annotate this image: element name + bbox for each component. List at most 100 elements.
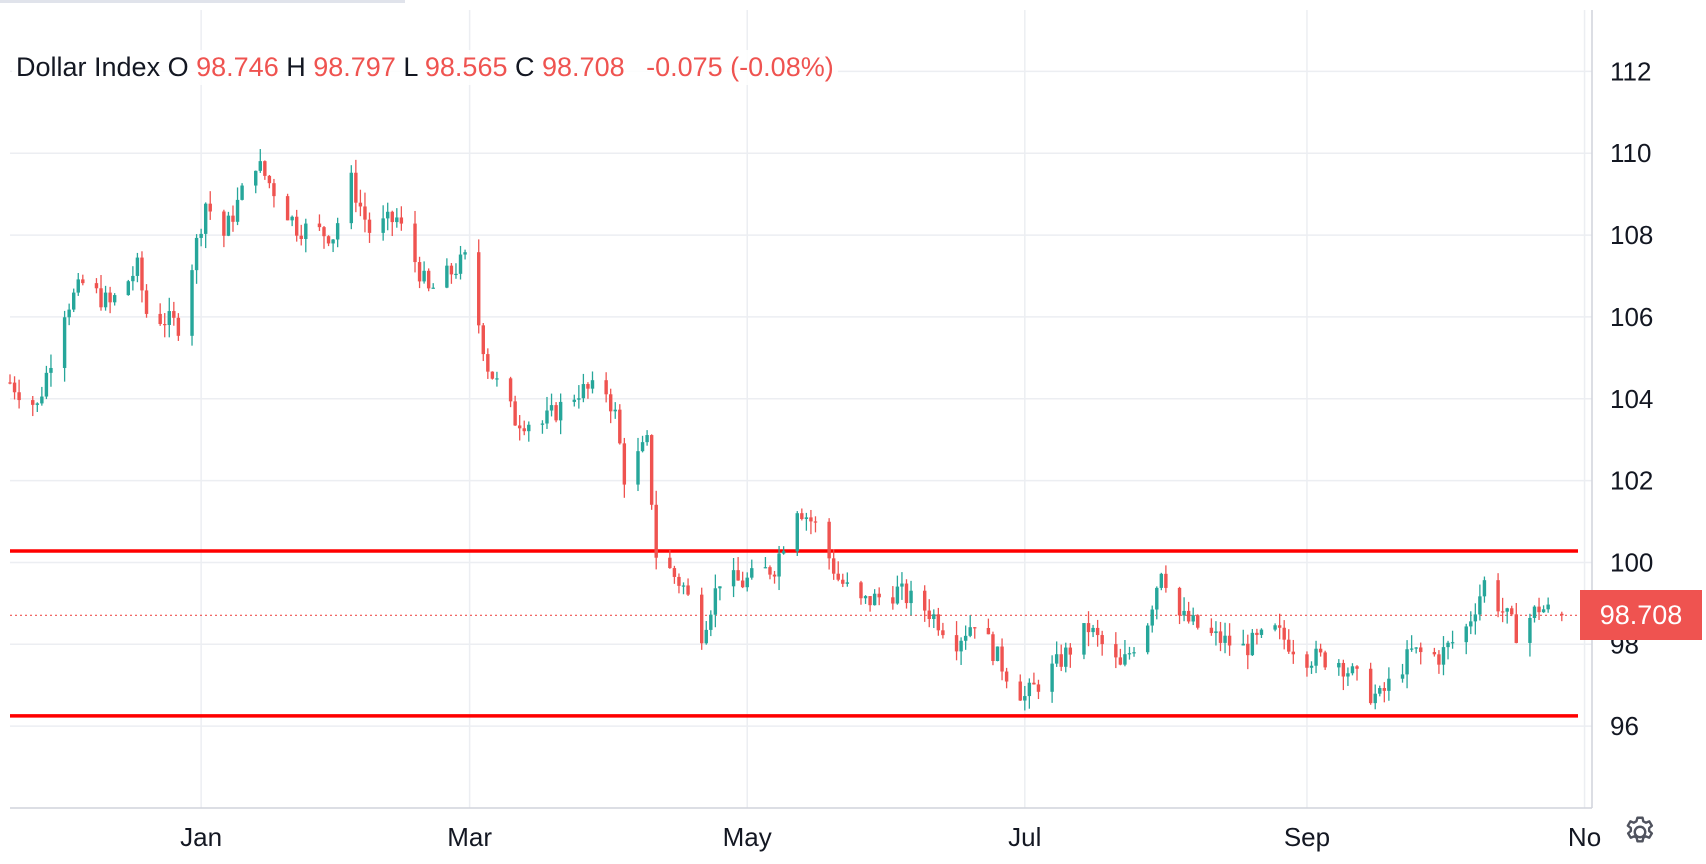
candle-down bbox=[668, 549, 672, 569]
candle-body bbox=[1259, 629, 1264, 635]
candle-body bbox=[800, 513, 804, 520]
candle-down bbox=[1068, 643, 1073, 668]
candle-up bbox=[131, 266, 135, 291]
candle-body bbox=[868, 596, 872, 606]
candle-body bbox=[863, 596, 868, 599]
candle-body bbox=[904, 583, 909, 604]
candle-down bbox=[449, 263, 454, 284]
candle-down bbox=[176, 313, 181, 341]
candle-body bbox=[1305, 654, 1309, 668]
candle-up bbox=[454, 263, 458, 279]
candle-down bbox=[99, 275, 103, 311]
candle-body bbox=[481, 325, 485, 355]
candle-down bbox=[677, 573, 681, 594]
x-tick-label: Jul bbox=[1008, 822, 1041, 852]
horizontal-lines[interactable] bbox=[10, 549, 1592, 718]
candle-down bbox=[1018, 674, 1022, 701]
candle-down bbox=[140, 251, 144, 303]
candle-up bbox=[463, 249, 467, 260]
candle-body bbox=[1023, 696, 1027, 701]
candle-down bbox=[1537, 597, 1541, 621]
candle-up bbox=[62, 310, 67, 382]
candle-down bbox=[1255, 628, 1259, 645]
candle-up bbox=[431, 283, 435, 289]
candle-down bbox=[936, 607, 941, 636]
candle-body bbox=[540, 423, 545, 425]
candle-down bbox=[1496, 573, 1500, 618]
candle-up bbox=[895, 575, 900, 605]
candle-body bbox=[1469, 621, 1473, 627]
candle-body bbox=[513, 401, 517, 426]
candle-body bbox=[672, 568, 677, 577]
candle-body bbox=[44, 372, 49, 397]
candle-body bbox=[872, 593, 877, 606]
x-tick-label: Mar bbox=[447, 822, 492, 852]
candle-body bbox=[477, 252, 481, 326]
candle-up bbox=[613, 402, 617, 419]
candle-up bbox=[35, 402, 40, 413]
candle-up bbox=[1450, 630, 1455, 649]
candle-body bbox=[290, 216, 294, 221]
candle-body bbox=[1537, 606, 1541, 613]
candle-body bbox=[772, 574, 777, 577]
candle-body bbox=[62, 317, 67, 368]
candle-down bbox=[294, 209, 299, 242]
candle-body bbox=[1400, 674, 1405, 679]
gear-icon[interactable] bbox=[1622, 814, 1658, 850]
candle-body bbox=[190, 270, 194, 336]
candle-down bbox=[877, 587, 881, 606]
candle-body bbox=[1341, 662, 1346, 677]
candle-down bbox=[1086, 611, 1091, 647]
candle-body bbox=[795, 513, 799, 552]
candle-up bbox=[1091, 624, 1095, 638]
candle-body bbox=[700, 594, 704, 644]
candle-body bbox=[413, 223, 417, 263]
candle-body bbox=[490, 371, 495, 379]
candle-up bbox=[1191, 607, 1195, 626]
candle-body bbox=[1387, 678, 1391, 691]
candle-body bbox=[17, 392, 21, 401]
y-tick-label: 100 bbox=[1610, 547, 1653, 577]
candle-up bbox=[1400, 663, 1405, 683]
candle-body bbox=[845, 582, 850, 584]
candle-body bbox=[454, 273, 458, 276]
candle-down bbox=[358, 189, 363, 217]
candle-body bbox=[777, 553, 781, 577]
candle-body bbox=[294, 216, 299, 236]
candle-body bbox=[909, 590, 913, 604]
candle-up bbox=[1145, 623, 1150, 655]
candle-down bbox=[618, 404, 622, 445]
candle-body bbox=[167, 311, 171, 326]
candle-body bbox=[1419, 647, 1423, 653]
high-value: 98.797 bbox=[313, 52, 396, 82]
candle-down bbox=[891, 586, 895, 610]
candle-up bbox=[1273, 623, 1277, 632]
candle-body bbox=[158, 313, 162, 325]
candle-up bbox=[40, 386, 44, 406]
candle-up bbox=[226, 211, 231, 237]
candle-body bbox=[763, 567, 768, 569]
candle-up bbox=[1050, 655, 1054, 703]
candle-body bbox=[1309, 665, 1314, 668]
candle-body bbox=[645, 435, 649, 443]
candle-up bbox=[845, 572, 850, 587]
candle-body bbox=[1350, 666, 1355, 674]
candle-up bbox=[381, 205, 385, 241]
candle-body bbox=[622, 443, 627, 485]
candle-down bbox=[486, 348, 490, 379]
candle-down bbox=[158, 303, 162, 326]
candle-body bbox=[590, 380, 595, 389]
candle-down bbox=[1514, 602, 1518, 644]
candle-down bbox=[1318, 643, 1323, 657]
candle-body bbox=[1323, 652, 1327, 668]
candle-body bbox=[1277, 625, 1282, 628]
candle-body bbox=[986, 627, 991, 635]
candle-body bbox=[781, 551, 786, 554]
candle-body bbox=[831, 558, 836, 574]
candle-body bbox=[677, 576, 681, 586]
candle-down bbox=[554, 402, 558, 423]
candle-down bbox=[841, 573, 845, 588]
candle-down bbox=[108, 286, 112, 314]
